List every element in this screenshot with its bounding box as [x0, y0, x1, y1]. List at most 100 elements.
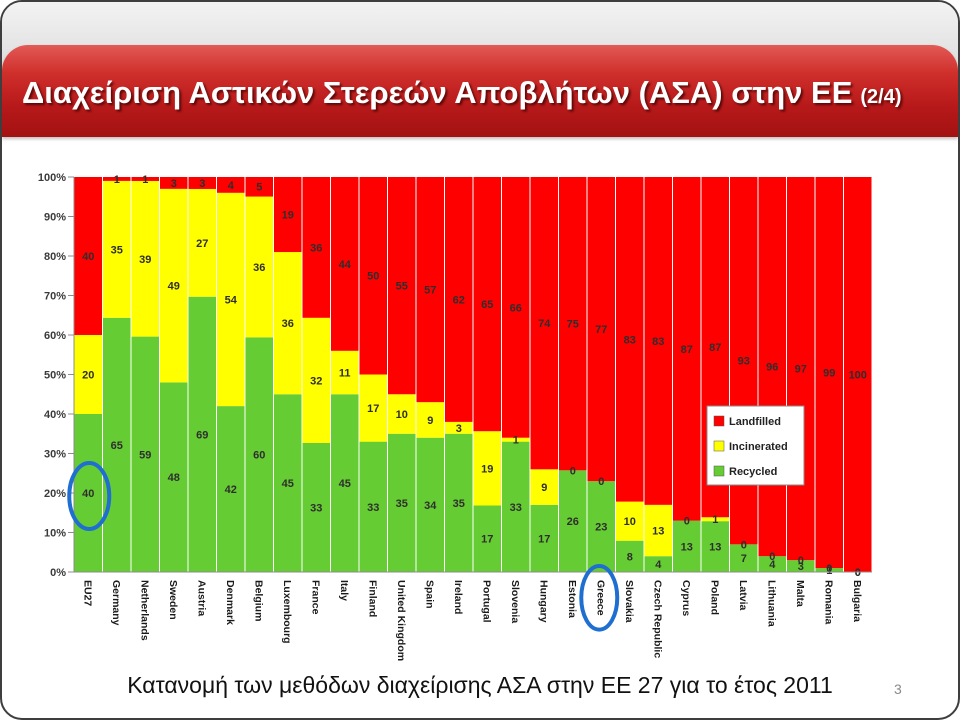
legend-swatch-incinerated	[713, 440, 725, 452]
bar-landfilled	[274, 177, 302, 253]
value-label-incinerated: 19	[481, 463, 493, 475]
value-label-incinerated: 17	[367, 403, 379, 415]
x-tick-label: Spain	[423, 580, 435, 609]
value-label-incinerated: 10	[396, 409, 408, 421]
bar-incinerated	[445, 421, 473, 434]
value-label-recycled: 45	[339, 478, 351, 490]
value-label-landfilled: 87	[681, 344, 693, 356]
highlight-ellipse	[67, 461, 112, 531]
bar-recycled	[416, 437, 444, 572]
value-label-landfilled: 3	[199, 178, 205, 190]
legend-label-incinerated: Incinerated	[729, 441, 788, 453]
value-label-recycled: 60	[253, 450, 265, 462]
value-label-recycled: 13	[681, 541, 693, 553]
x-tick-label: Estonia	[566, 580, 578, 618]
x-axis: EU27 Germany Netherlands Sweden Austria Denma…	[81, 580, 862, 661]
slide-title-part: (2/4)	[860, 86, 902, 108]
value-label-recycled: 8	[627, 551, 633, 563]
bar-incinerated	[245, 196, 273, 338]
value-label-recycled: 65	[111, 440, 123, 452]
bar-recycled	[103, 317, 131, 572]
bar-incinerated	[331, 350, 359, 395]
value-label-recycled: 7	[741, 553, 747, 565]
value-label-incinerated: 0	[826, 563, 832, 575]
value-label-landfilled: 40	[82, 251, 94, 263]
value-label-incinerated: 20	[82, 369, 94, 381]
stacked-bar-chart: 40 20 40 65 35 1 59 39 1 48 49 3 69 27 3 42 54 4 60 36 5 45 36…	[30, 165, 876, 665]
value-label-incinerated: 13	[652, 525, 664, 537]
value-label-recycled: 40	[82, 488, 94, 500]
value-label-recycled: 3	[798, 561, 804, 573]
page-number: 3	[894, 681, 902, 697]
value-label-recycled: 59	[139, 449, 151, 461]
bar-landfilled	[331, 177, 359, 351]
bar-recycled	[616, 540, 644, 572]
value-label-incinerated: 49	[168, 281, 180, 293]
bar-incinerated	[530, 469, 558, 505]
value-label-recycled: 35	[453, 498, 465, 510]
x-tick-label: Romania	[822, 580, 834, 625]
data-labels: 4020406535159391484936927342544603654536…	[82, 174, 867, 579]
value-label-landfilled: 5	[256, 182, 262, 194]
x-tick-label: France	[309, 580, 321, 615]
bar-recycled	[815, 568, 843, 572]
bar-recycled	[188, 296, 216, 572]
value-label-landfilled: 75	[567, 319, 579, 331]
value-label-incinerated: 0	[798, 555, 804, 567]
value-label-incinerated: 1	[712, 514, 718, 526]
chart-caption: Κατανομή των μεθόδων διαχείρισης ΑΣΑ στη…	[127, 672, 833, 698]
bar-incinerated	[160, 188, 188, 383]
value-label-recycled: 42	[225, 484, 237, 496]
value-label-incinerated: 0	[855, 567, 861, 579]
bar-landfilled	[359, 177, 387, 375]
legend-swatch-landfilled	[713, 415, 725, 427]
x-tick-label: Portugal	[480, 580, 492, 623]
bar-landfilled	[245, 177, 273, 197]
x-tick-label: Poland	[708, 580, 720, 615]
bar-recycled	[160, 382, 188, 572]
value-label-incinerated: 32	[310, 375, 322, 387]
x-tick-label: Italy	[338, 580, 350, 601]
value-label-incinerated: 27	[196, 238, 208, 250]
y-tick-label: 20%	[44, 488, 66, 500]
value-label-landfilled: 36	[310, 242, 322, 254]
bar-recycled	[787, 560, 815, 572]
bar-incinerated	[502, 437, 530, 442]
value-label-incinerated: 0	[570, 465, 576, 477]
bar-landfilled	[131, 177, 159, 181]
slide-title-text: Διαχείριση Αστικών Στερεών Αποβλήτων (ΑΣ…	[22, 75, 853, 110]
highlight-annotations	[67, 461, 620, 632]
bar-recycled	[331, 394, 359, 572]
bar-recycled	[74, 414, 102, 572]
bar-recycled	[758, 556, 786, 572]
x-tick-label: Austria	[195, 580, 207, 616]
value-label-recycled: 35	[396, 498, 408, 510]
value-label-landfilled: 99	[823, 367, 835, 379]
y-tick-label: 100%	[38, 172, 66, 184]
value-label-incinerated: 0	[684, 516, 690, 528]
bar-landfilled	[815, 177, 843, 569]
slide-title: Διαχείριση Αστικών Στερεών Αποβλήτων (ΑΣ…	[22, 47, 902, 137]
y-tick-label: 70%	[44, 290, 66, 302]
value-label-landfilled: 50	[367, 271, 379, 283]
value-label-landfilled: 66	[510, 302, 522, 314]
y-axis: 0% 10% 20% 30% 40% 50% 60% 70% 80% 90% 100%	[38, 172, 74, 579]
x-tick-label: Luxembourg	[281, 580, 293, 644]
legend-swatch-recycled	[713, 465, 725, 477]
value-label-landfilled: 44	[339, 259, 352, 271]
value-label-incinerated: 0	[741, 539, 747, 551]
value-label-incinerated: 39	[139, 254, 151, 266]
value-label-landfilled: 97	[795, 364, 807, 376]
y-tick-label: 10%	[44, 527, 66, 539]
bar-landfilled	[559, 177, 587, 471]
value-label-recycled: 33	[310, 502, 322, 514]
x-tick-label: Belgium	[252, 580, 264, 621]
bar-incinerated	[359, 374, 387, 442]
bar-recycled	[445, 433, 473, 572]
title-banner: Διαχείριση Αστικών Στερεών Αποβλήτων (ΑΣ…	[2, 45, 958, 137]
bar-incinerated	[274, 252, 302, 395]
value-label-recycled: 69	[196, 429, 208, 441]
value-label-incinerated: 10	[624, 516, 636, 528]
bar-landfilled	[74, 177, 102, 335]
x-tick-label: Hungary	[537, 580, 549, 623]
